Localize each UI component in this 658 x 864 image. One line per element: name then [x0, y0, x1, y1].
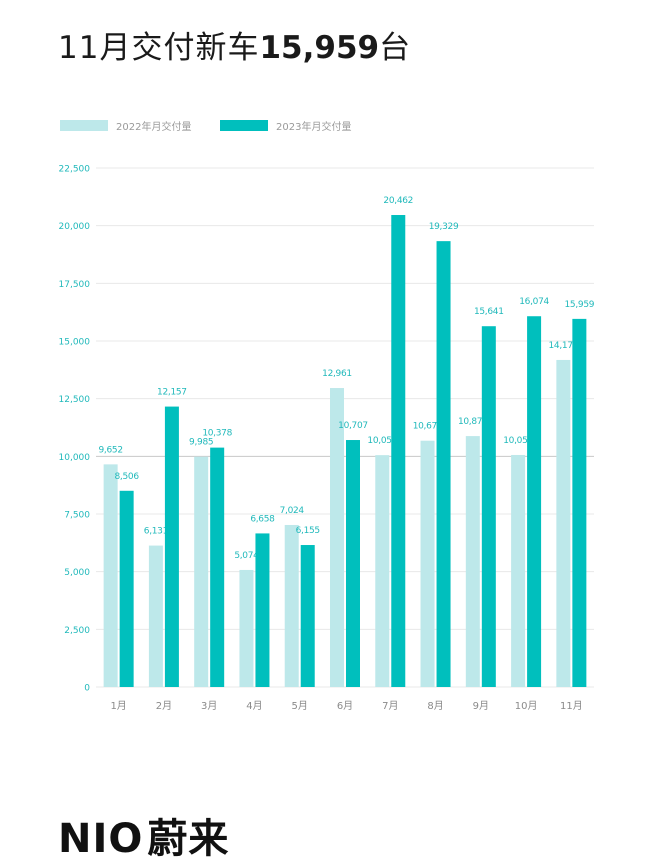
- bar-2022: [465, 436, 480, 687]
- bar-value-label: 10,059: [503, 436, 533, 446]
- bar-2023: [119, 490, 134, 687]
- y-tick-label: 7,500: [64, 511, 90, 521]
- bar-value-label: 10,052: [367, 436, 397, 446]
- bar-value-label: 10,878: [458, 417, 488, 427]
- x-tick-label: 7月: [382, 700, 398, 712]
- bar-2023: [346, 440, 360, 687]
- nio-logo: NIO 蔚来: [58, 806, 229, 864]
- x-tick-label: 3月: [201, 700, 217, 712]
- bar-value-label: 16,074: [519, 297, 549, 307]
- y-tick-label: 20,000: [59, 222, 91, 232]
- headline-number: 15,959: [259, 30, 380, 66]
- bar-2023: [164, 406, 179, 687]
- legend-label: 2022年月交付量: [116, 120, 191, 133]
- x-tick-label: 4月: [246, 700, 262, 712]
- x-tick-label: 10月: [515, 700, 538, 712]
- bar-value-label: 9,652: [99, 445, 123, 455]
- bar-value-label: 12,961: [322, 369, 352, 379]
- bar-2022: [330, 388, 344, 687]
- bar-2022: [284, 524, 299, 687]
- bar-value-label: 6,155: [296, 526, 320, 536]
- bar-value-label: 12,157: [157, 388, 187, 398]
- y-tick-label: 22,500: [59, 165, 91, 175]
- bar-value-label: 9,985: [189, 438, 213, 448]
- y-tick-label: 17,500: [59, 280, 91, 290]
- bar-2023: [436, 241, 451, 687]
- bar-2022: [556, 359, 571, 687]
- bar-2022: [194, 456, 209, 687]
- y-tick-label: 12,500: [59, 395, 91, 405]
- headline-suffix: 台: [379, 30, 412, 66]
- x-tick-label: 5月: [292, 700, 308, 712]
- bar-value-label: 15,959: [565, 300, 595, 310]
- bar-2023: [210, 447, 225, 687]
- legend-label: 2023年月交付量: [276, 120, 351, 133]
- y-tick-label: 2,500: [64, 626, 90, 636]
- bar-2023: [300, 545, 315, 687]
- y-tick-label: 0: [84, 684, 90, 694]
- bar-2022: [420, 440, 435, 687]
- bar-value-label: 15,641: [474, 307, 504, 317]
- x-tick-label: 6月: [337, 700, 353, 712]
- bar-value-label: 19,329: [429, 222, 459, 232]
- bar-value-label: 6,658: [250, 514, 275, 524]
- x-tick-label: 1月: [110, 700, 126, 712]
- bar-value-label: 10,378: [202, 429, 232, 439]
- bar-2022: [239, 569, 254, 687]
- bar-value-label: 5,074: [234, 551, 259, 561]
- x-tick-label: 8月: [427, 700, 443, 712]
- x-tick-label: 11月: [560, 700, 583, 712]
- bar-value-label: 7,024: [280, 506, 305, 516]
- bar-2023: [391, 215, 406, 687]
- bar-value-label: 10,677: [413, 422, 443, 432]
- bar-2023: [255, 533, 270, 687]
- legend-swatch: [220, 120, 268, 131]
- legend-swatch: [60, 120, 108, 131]
- bar-2022: [511, 454, 526, 687]
- x-tick-label: 9月: [473, 700, 489, 712]
- bar-value-label: 6,131: [144, 527, 168, 537]
- bar-2022: [103, 464, 118, 687]
- bar-value-label: 8,506: [115, 472, 140, 482]
- y-tick-label: 10,000: [59, 453, 91, 463]
- bar-2023: [572, 318, 587, 687]
- y-tick-label: 15,000: [59, 338, 91, 348]
- headline-prefix: 11月交付新车: [58, 30, 260, 66]
- y-tick-label: 5,000: [64, 568, 90, 578]
- bar-value-label: 14,178: [549, 341, 579, 351]
- page-headline: 11月交付新车15,959台: [58, 22, 411, 67]
- bar-2023: [481, 326, 496, 687]
- logo-chinese: 蔚来: [147, 816, 230, 862]
- bar-value-label: 20,462: [383, 196, 413, 206]
- bar-2022: [148, 545, 163, 687]
- bar-2023: [527, 316, 542, 687]
- bar-value-label: 10,707: [338, 421, 368, 431]
- bar-2022: [375, 455, 390, 687]
- x-tick-label: 2月: [156, 700, 172, 712]
- logo-latin: NIO: [58, 816, 144, 862]
